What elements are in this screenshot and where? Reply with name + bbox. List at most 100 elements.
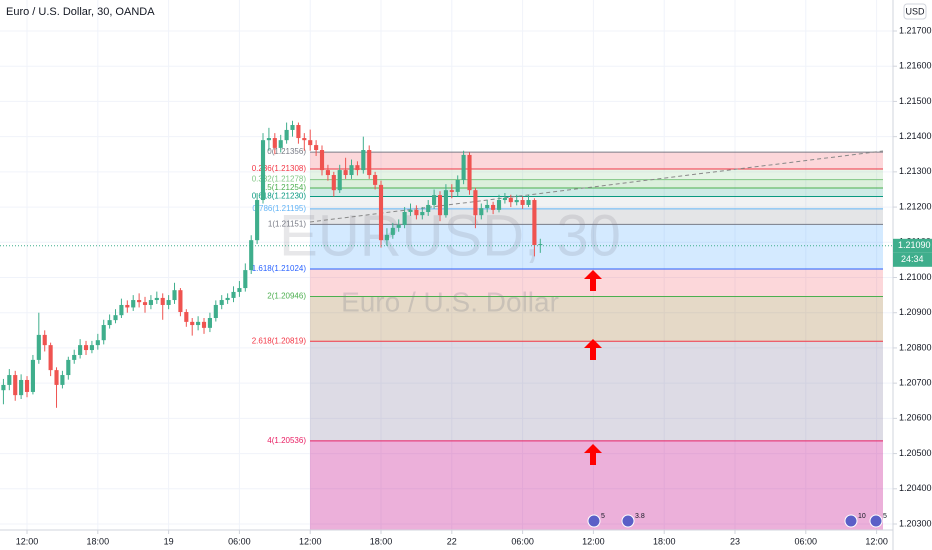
x-tick-label: 12:00 (582, 536, 605, 546)
fib-label: 0.786(1.21195) (252, 204, 306, 213)
currency-label[interactable]: USD (905, 6, 925, 16)
x-tick-label: 22 (447, 536, 457, 546)
candle-body (532, 200, 537, 246)
candle-body (349, 165, 354, 176)
candle-body (402, 212, 407, 226)
candle-body (89, 345, 94, 351)
fib-label: 0.618(1.21230) (252, 192, 307, 201)
candle-body (361, 150, 366, 171)
y-tick-label: 1.20700 (899, 378, 932, 388)
countdown-box (893, 252, 932, 267)
event-badge: 5 (601, 513, 605, 520)
y-tick-label: 1.20600 (899, 413, 932, 423)
candle-body (249, 240, 254, 271)
candle-body (443, 190, 448, 216)
y-tick-label: 1.21300 (899, 166, 932, 176)
event-icon (844, 514, 858, 528)
fib-band (310, 224, 883, 270)
y-tick-label: 1.21600 (899, 61, 932, 71)
candle-body (467, 154, 472, 191)
candle-body (508, 197, 513, 203)
y-tick-label: 1.20900 (899, 307, 932, 317)
event-icon (587, 514, 601, 528)
candle-body (225, 297, 230, 301)
candle-body (95, 340, 100, 346)
y-tick-label: 1.20400 (899, 483, 932, 493)
fib-band (310, 152, 883, 170)
candle-body (373, 175, 378, 185)
candle-body (24, 379, 30, 392)
candle-body (396, 225, 401, 228)
candle-body (496, 200, 502, 210)
candle-body (272, 138, 277, 148)
fib-label: 0(1.21356) (267, 147, 306, 156)
candle-body (148, 300, 153, 305)
candle-body (42, 334, 47, 346)
fib-label: 0.382(1.21278) (252, 175, 307, 184)
annotation-arrows (584, 270, 602, 465)
x-tick-label: 12:00 (299, 536, 322, 546)
candle-body (166, 300, 171, 305)
candle-body (160, 297, 165, 305)
candle-body (101, 325, 106, 341)
candle-body (119, 304, 124, 316)
candle-body (485, 204, 490, 209)
fib-label: 2(1.20946) (267, 292, 306, 301)
x-tick-label: 12:00 (865, 536, 888, 546)
candle-body (325, 170, 330, 176)
candle-body (1, 384, 6, 391)
events: 5 3.8 10 5 (587, 513, 887, 528)
candle-body (266, 138, 271, 141)
candle-body (237, 288, 242, 292)
watermark: EURUSD, 30 (279, 203, 621, 268)
candle-body (473, 190, 478, 216)
candle-body (420, 212, 425, 216)
candle-body (390, 227, 395, 235)
candle-body (284, 129, 289, 141)
candle-body (384, 234, 389, 241)
candle-body (367, 150, 372, 176)
candle-body (154, 297, 159, 301)
candle-body (83, 345, 89, 351)
fib-label: 1(1.21151) (268, 219, 306, 228)
fib-band (310, 296, 883, 342)
candle-body (290, 125, 295, 130)
candle-body (331, 175, 336, 191)
candle-body (538, 244, 543, 246)
currency-button[interactable] (903, 3, 927, 20)
candle-body (343, 170, 348, 176)
arrow (584, 339, 602, 360)
y-tick-label: 1.21500 (899, 96, 932, 106)
candle-body (30, 359, 35, 392)
y-tick-label: 1.20800 (899, 342, 932, 352)
candle-body (190, 321, 195, 326)
candle-body (479, 208, 484, 216)
event-badge: 5 (883, 513, 887, 520)
x-tick-label: 18:00 (87, 536, 110, 546)
candle-body (231, 291, 236, 298)
y-tick-label: 1.20500 (899, 448, 932, 458)
candle-body (514, 200, 519, 203)
grid (0, 0, 893, 530)
candle-body (219, 300, 224, 305)
arrow (584, 270, 602, 291)
fib-band (310, 179, 883, 189)
candle-body (378, 184, 384, 241)
x-tick-label: 06:00 (228, 536, 251, 546)
candle-body (201, 321, 207, 328)
candle-body (48, 345, 53, 371)
fib-band (310, 208, 883, 225)
y-tick-label: 1.21400 (899, 131, 932, 141)
fib-band (310, 188, 883, 197)
x-tick-label: 06:00 (795, 536, 818, 546)
candle-body (142, 302, 148, 305)
candle-body (520, 200, 525, 205)
candle-body (449, 190, 454, 192)
candle-body (66, 359, 71, 376)
trend-line (309, 150, 884, 223)
candle-body (172, 290, 177, 301)
event-badge: 3.8 (635, 513, 645, 520)
fib-label: 1.618(1.21024) (252, 264, 307, 273)
